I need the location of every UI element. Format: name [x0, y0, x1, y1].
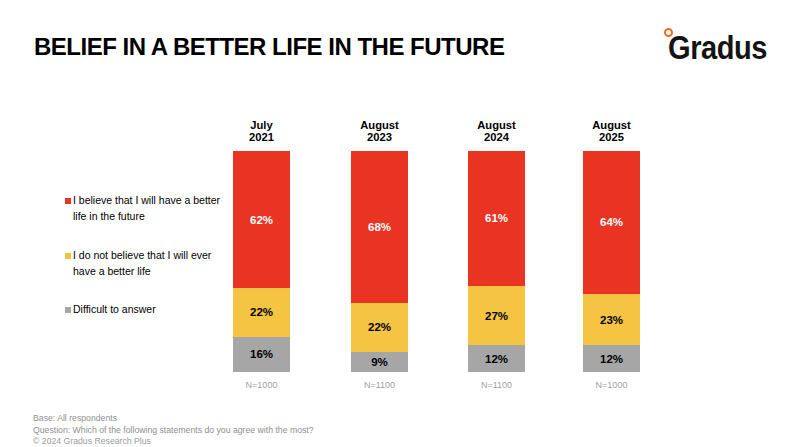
bar-value-label: 22% [368, 321, 391, 333]
footer-copyright: © 2024 Gradus Research Plus [33, 436, 314, 447]
column-label: August 2025 [554, 116, 670, 143]
bar-value-label: 9% [371, 356, 388, 368]
footer-question: Question: Which of the following stateme… [33, 425, 314, 437]
bar-value-label: 68% [368, 221, 391, 233]
column-label: July 2021 [204, 116, 320, 143]
column-label: August 2023 [322, 116, 438, 143]
bar-value-label: 64% [600, 216, 623, 228]
chart-column: August 2025 64% 23% 12% N=1000 [554, 116, 670, 390]
bar-segment: 68% [351, 151, 408, 303]
stacked-bar: 68% 22% 9% [351, 151, 408, 372]
bar-segment: 12% [583, 345, 640, 372]
footer-notes: Base: All respondents Question: Which of… [33, 413, 314, 447]
chart-column: August 2023 68% 22% 9% N=1100 [322, 116, 438, 390]
bar-segment: 22% [233, 288, 290, 337]
sample-size-label: N=1100 [439, 380, 555, 390]
bar-value-label: 12% [485, 353, 508, 365]
chart-column: August 2024 61% 27% 12% N=1100 [439, 116, 555, 390]
bar-value-label: 62% [250, 214, 273, 226]
bar-segment: 22% [351, 303, 408, 352]
bar-value-label: 12% [600, 353, 623, 365]
bar-segment: 16% [233, 337, 290, 372]
bar-segment: 61% [468, 151, 525, 286]
stacked-bar-chart: July 2021 62% 22% 16% N=1000 August 2023 68% 22… [0, 0, 800, 447]
bar-value-label: 27% [485, 310, 508, 322]
stacked-bar: 64% 23% 12% [583, 151, 640, 372]
stacked-bar: 61% 27% 12% [468, 151, 525, 372]
stacked-bar: 62% 22% 16% [233, 151, 290, 372]
bar-segment: 64% [583, 151, 640, 294]
bar-value-label: 16% [250, 348, 273, 360]
bar-segment: 12% [468, 345, 525, 372]
footer-base: Base: All respondents [33, 413, 314, 425]
bar-segment: 23% [583, 294, 640, 345]
slide: BELIEF IN A BETTER LIFE IN THE FUTURE Gr… [0, 0, 800, 447]
bar-segment: 27% [468, 286, 525, 346]
sample-size-label: N=1000 [204, 380, 320, 390]
bar-segment: 9% [351, 352, 408, 372]
sample-size-label: N=1000 [554, 380, 670, 390]
bar-value-label: 22% [250, 306, 273, 318]
sample-size-label: N=1100 [322, 380, 438, 390]
bar-segment: 62% [233, 151, 290, 288]
column-label: August 2024 [439, 116, 555, 143]
bar-value-label: 23% [600, 314, 623, 326]
chart-column: July 2021 62% 22% 16% N=1000 [204, 116, 320, 390]
bar-value-label: 61% [485, 212, 508, 224]
